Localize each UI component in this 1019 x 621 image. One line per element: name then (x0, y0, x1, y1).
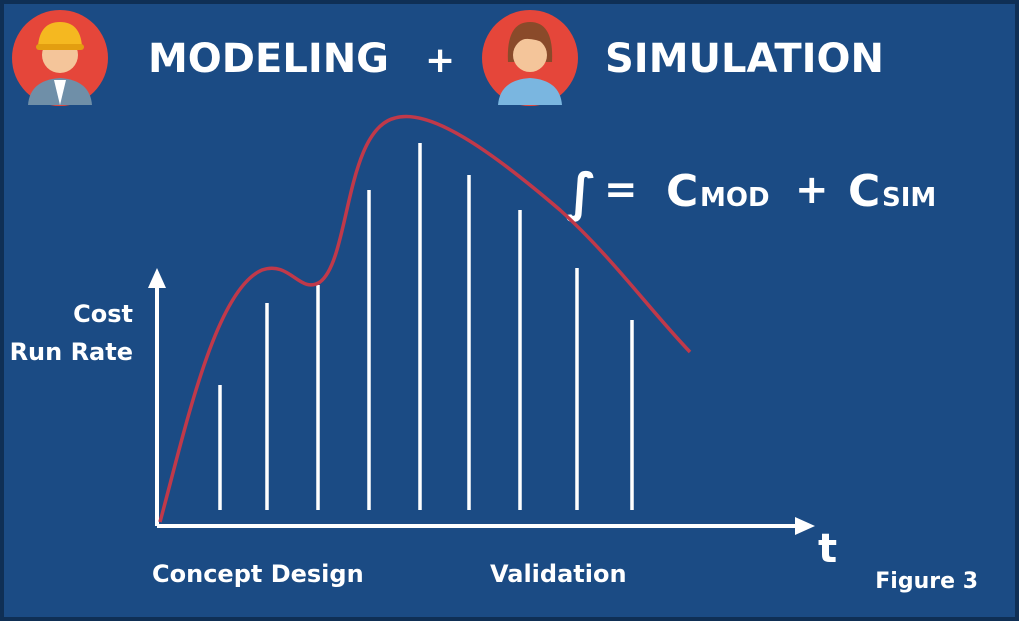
phase-label: Validation (490, 560, 627, 588)
cost-curve (158, 114, 692, 523)
formula-term: C (666, 166, 698, 217)
simulation-avatar (482, 10, 578, 106)
formula-subscript: MOD (700, 183, 770, 213)
formula-subscript: SIM (882, 183, 936, 213)
y-axis-label: Cost (73, 300, 133, 328)
figure-caption: Figure 3 (875, 569, 978, 594)
y-axis-arrow (148, 268, 166, 288)
header-right: SIMULATION (605, 36, 884, 82)
spend-bars (218, 143, 634, 510)
axes (155, 282, 800, 528)
x-axis-label: t (818, 526, 837, 572)
header-plus: + (425, 40, 455, 81)
formula-equals: = (604, 167, 638, 213)
engineer-avatar (12, 10, 108, 106)
x-axis-arrow (795, 517, 815, 535)
phase-label: Concept Design (152, 560, 364, 588)
header-left: MODELING (148, 36, 389, 82)
formula-plus: + (795, 167, 829, 213)
y-axis-label: Run Rate (10, 338, 133, 366)
formula-term: C (848, 166, 880, 217)
formula-integral: ∫ (565, 163, 597, 223)
